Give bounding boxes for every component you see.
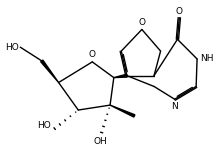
Text: O: O — [138, 18, 145, 27]
Polygon shape — [110, 105, 135, 117]
Text: NH: NH — [200, 54, 214, 63]
Text: HO: HO — [6, 43, 19, 52]
Text: N: N — [171, 102, 178, 111]
Text: O: O — [176, 7, 183, 16]
Polygon shape — [114, 74, 127, 78]
Polygon shape — [41, 60, 59, 83]
Text: HO: HO — [37, 121, 51, 130]
Text: OH: OH — [94, 137, 108, 146]
Text: O: O — [89, 50, 96, 59]
